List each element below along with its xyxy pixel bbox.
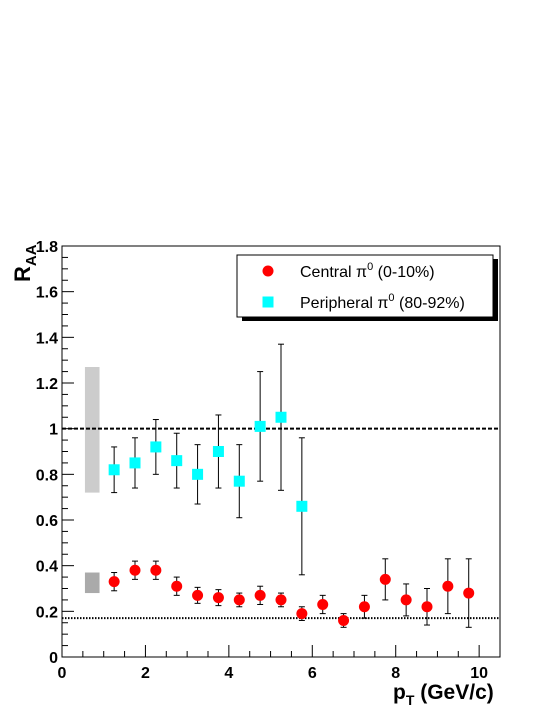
data-point-central [212,592,224,604]
legend-label-1: Peripheral π0 (80-92%) [300,292,465,312]
x-tick-label: 0 [58,665,67,682]
y-tick-label: 0.8 [36,467,58,484]
data-point-peripheral [129,457,141,469]
data-point-central [254,589,266,601]
y-tick-label: 0 [49,650,58,667]
systematic-bands [84,367,100,594]
y-tick-label: 0.4 [36,559,58,576]
data-point-central [192,589,204,601]
data-point-central [129,564,141,576]
axis-ticks: 0 2 4 6 8 10 0 0.2 0.4 0.6 0.8 1 1.2 1.4 1.6 1.8 [36,239,501,682]
x-tick-label: 2 [141,665,150,682]
y-tick-label: 1.4 [36,330,58,347]
data-point-central [296,608,308,620]
y-tick-label: 1.2 [36,376,58,393]
data-point-central [421,601,433,613]
data-point-peripheral [108,464,120,476]
error-bars [111,343,472,628]
data-point-peripheral [192,468,204,480]
data-point-central [400,594,412,606]
y-tick-label: 1 [49,422,58,439]
y-axis-title-sub: AA [23,244,40,266]
data-point-central [463,587,475,599]
data-point-central [233,594,245,606]
x-tick-label: 4 [224,665,233,682]
data-point-peripheral [254,420,266,432]
x-tick-label: 8 [391,665,400,682]
data-point-central [358,601,370,613]
data-point-central [338,614,350,626]
data-point-central [171,580,183,592]
data-point-central [317,598,329,610]
data-point-peripheral [275,411,287,423]
legend: Central π0 (0-10%) Peripheral π0 (80-92%) [236,254,498,321]
legend-marker-central [262,265,274,277]
systematic-band-1 [84,572,100,594]
y-tick-label: 1.8 [36,239,58,256]
data-point-peripheral [296,500,308,512]
x-axis-title-rest: (GeV/c) [414,681,493,704]
x-tick-label: 10 [470,665,488,682]
legend-marker-peripheral [262,296,274,308]
legend-box [236,254,494,318]
y-tick-label: 1.6 [36,285,58,302]
legend-label-0: Central π0 (0-10%) [300,261,435,281]
y-tick-label: 0.6 [36,513,58,530]
x-axis-title-main: p [393,681,406,704]
data-point-central [442,580,454,592]
data-point-peripheral [212,446,224,457]
y-tick-label: 0.2 [36,604,58,621]
data-point-peripheral [171,455,183,467]
data-point-central [379,573,391,585]
x-axis-title-sub: T [406,692,415,705]
x-tick-label: 6 [308,665,317,682]
x-axis-title: pT (GeV/c) [393,681,494,705]
systematic-band-0 [84,367,100,493]
y-axis-title-main: R [10,266,35,282]
data-point-peripheral [150,441,162,453]
data-point-peripheral [233,475,245,487]
data-markers [108,411,475,626]
y-axis-title: RAA [10,244,40,282]
data-point-central [275,594,287,606]
data-point-central [108,576,120,588]
data-point-central [150,564,162,576]
